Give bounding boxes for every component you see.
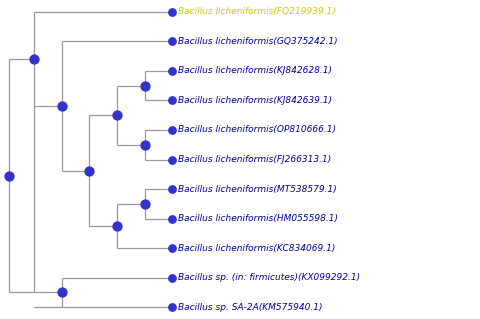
Point (168, 275, 176, 280)
Point (141, 142, 148, 147)
Point (168, 39, 176, 44)
Text: Bacillus licheniformis(KJ842639.1): Bacillus licheniformis(KJ842639.1) (179, 96, 333, 105)
Point (168, 127, 176, 132)
Text: Bacillus licheniformis(KC834069.1): Bacillus licheniformis(KC834069.1) (179, 244, 336, 253)
Text: Bacillus sp. (in: firmicutes)(KX099292.1): Bacillus sp. (in: firmicutes)(KX099292.1… (179, 273, 360, 282)
Text: Bacillus licheniformis(KJ842628.1): Bacillus licheniformis(KJ842628.1) (179, 66, 333, 75)
Point (58, 290, 65, 295)
Point (5, 173, 13, 178)
Text: Bacillus licheniformis(HM055598.1): Bacillus licheniformis(HM055598.1) (179, 214, 338, 223)
Point (58, 103, 65, 108)
Text: Bacillus licheniformis(OP810666.1): Bacillus licheniformis(OP810666.1) (179, 125, 336, 135)
Point (85, 168, 93, 173)
Point (113, 223, 121, 228)
Text: Bacillus sp. SA-2A(KM575940.1): Bacillus sp. SA-2A(KM575940.1) (179, 303, 323, 312)
Point (168, 9, 176, 14)
Point (141, 201, 148, 206)
Point (113, 113, 121, 118)
Text: Bacillus licheniformis(MT538579.1): Bacillus licheniformis(MT538579.1) (179, 184, 337, 194)
Point (168, 68, 176, 73)
Point (30, 56, 38, 62)
Point (168, 187, 176, 192)
Text: Bacillus licheniformis(FQ219939.1): Bacillus licheniformis(FQ219939.1) (179, 7, 336, 16)
Text: Bacillus licheniformis(GQ375242.1): Bacillus licheniformis(GQ375242.1) (179, 37, 338, 46)
Point (168, 305, 176, 310)
Text: Bacillus licheniformis(FJ266313.1): Bacillus licheniformis(FJ266313.1) (179, 155, 332, 164)
Point (141, 83, 148, 88)
Point (168, 157, 176, 162)
Point (168, 216, 176, 221)
Point (168, 246, 176, 251)
Point (168, 98, 176, 103)
